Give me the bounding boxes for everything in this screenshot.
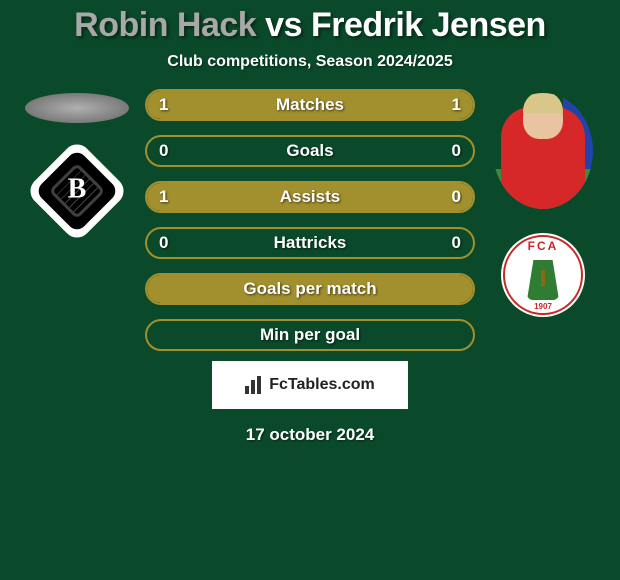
club1-letter: B — [68, 174, 87, 206]
stat-label: Matches — [147, 95, 473, 115]
left-column: B — [19, 89, 135, 235]
player2-name: Fredrik Jensen — [311, 6, 546, 44]
page-title: Robin Hack vs Fredrik Jensen — [74, 6, 546, 45]
club2-year: 1907 — [534, 302, 552, 311]
player1-photo — [25, 93, 129, 123]
right-column: FCA 1907 — [485, 89, 601, 317]
player2-club-badge: FCA 1907 — [501, 233, 585, 317]
club2-text: FCA — [528, 239, 559, 253]
brand-text: FcTables.com — [269, 376, 375, 394]
content-row: B 11Matches 00Goals 10Assists 00Hattricks Go… — [0, 89, 620, 351]
stat-label: Assists — [147, 187, 473, 207]
stat-bar: 00Hattricks — [145, 227, 475, 259]
stat-bar: 10Assists — [145, 181, 475, 213]
bar-chart-icon — [245, 376, 263, 394]
stat-label: Hattricks — [147, 233, 473, 253]
stat-bar: Goals per match — [145, 273, 475, 305]
stat-label: Goals per match — [147, 279, 473, 299]
stats-column: 11Matches 00Goals 10Assists 00Hattricks Goal… — [145, 89, 475, 351]
stat-label: Goals — [147, 141, 473, 161]
stat-label: Min per goal — [147, 325, 473, 345]
player2-photo — [493, 93, 593, 209]
player1-name: Robin Hack — [74, 6, 256, 44]
branding-box: FcTables.com — [212, 361, 408, 409]
subtitle: Club competitions, Season 2024/2025 — [167, 53, 452, 71]
date-text: 17 october 2024 — [246, 425, 375, 445]
stat-bar: 11Matches — [145, 89, 475, 121]
player1-club-badge: B — [29, 147, 125, 235]
stat-bar: 00Goals — [145, 135, 475, 167]
vs-text: vs — [265, 6, 302, 44]
comparison-infographic: Robin Hack vs Fredrik Jensen Club compet… — [0, 0, 620, 580]
stat-bar: Min per goal — [145, 319, 475, 351]
